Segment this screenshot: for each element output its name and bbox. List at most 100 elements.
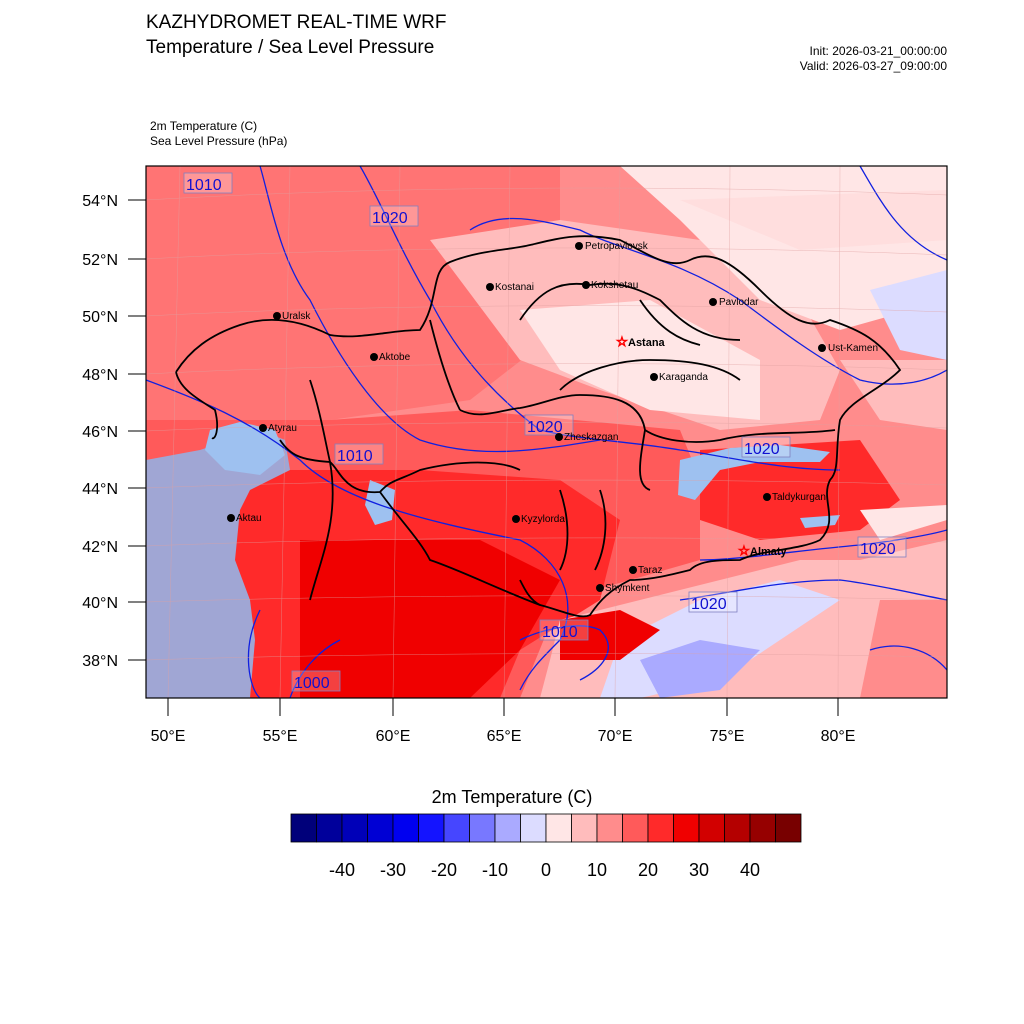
city-dot xyxy=(273,312,281,320)
colorbar-title: 2m Temperature (C) xyxy=(431,787,593,807)
time-info: Init: 2026-03-21_00:00:00 Valid: 2026-03… xyxy=(800,44,947,74)
city-dot xyxy=(486,283,494,291)
city-label: Almaty xyxy=(750,546,788,558)
colorbar xyxy=(290,813,802,843)
init-time: Init: 2026-03-21_00:00:00 xyxy=(809,44,947,58)
city-label: Aktau xyxy=(236,513,262,524)
city-dot xyxy=(512,515,520,523)
colorbar-cell xyxy=(494,813,521,843)
lat-label: 42°N xyxy=(82,539,118,556)
city-dot xyxy=(370,353,378,361)
colorbar-cell xyxy=(341,813,368,843)
city-label: Aktobe xyxy=(379,352,411,363)
city-label: Taldykurgan xyxy=(772,492,826,503)
capital-star-icon: ☆ xyxy=(738,543,750,558)
lon-label: 75°E xyxy=(710,728,745,745)
city-dot xyxy=(227,514,235,522)
isobar-label-group: 1010 1020 1020 1010 1020 1020 1020 1010 … xyxy=(183,172,907,692)
colorbar-cell xyxy=(469,813,496,843)
lat-label: 50°N xyxy=(82,309,118,326)
colorbar-cell xyxy=(596,813,623,843)
isobar-label: 1020 xyxy=(691,596,727,613)
colorbar-cell xyxy=(698,813,725,843)
city-dot xyxy=(818,344,826,352)
lon-label: 65°E xyxy=(487,728,522,745)
colorbar-cell xyxy=(367,813,394,843)
colorbar-label: 0 xyxy=(540,860,552,880)
city-label: Ust-Kamen xyxy=(828,343,878,354)
isobar-label: 1020 xyxy=(527,419,563,436)
isobar-label: 1020 xyxy=(860,541,896,558)
longitude-labels: 50°E 55°E 60°E 65°E 70°E 75°E 80°E xyxy=(151,728,856,745)
city-label: Karaganda xyxy=(659,372,708,383)
colorbar-label: 20 xyxy=(637,860,659,880)
city-dot xyxy=(575,242,583,250)
city-label: Pavlodar xyxy=(719,297,759,308)
isobar-label: 1020 xyxy=(744,441,780,458)
valid-time: Valid: 2026-03-27_09:00:00 xyxy=(799,59,947,73)
variable-info: 2m Temperature (C) Sea Level Pressure (h… xyxy=(150,119,287,149)
colorbar-cell xyxy=(775,813,802,843)
colorbar-label: 30 xyxy=(688,860,710,880)
colorbar-cell xyxy=(316,813,343,843)
city-label: Taraz xyxy=(638,565,662,576)
colorbar-cell xyxy=(392,813,419,843)
city-dot xyxy=(629,566,637,574)
colorbar-cell xyxy=(724,813,751,843)
colorbar-label: -10 xyxy=(481,860,509,880)
isobar-label: 1010 xyxy=(542,624,578,641)
lat-label: 44°N xyxy=(82,481,118,498)
city-label: Petropavlovsk xyxy=(585,241,649,252)
lon-label: 60°E xyxy=(376,728,411,745)
colorbar-label: 40 xyxy=(739,860,761,880)
lat-label: 54°N xyxy=(82,193,118,210)
isobar-label: 1020 xyxy=(372,210,408,227)
colorbar-label: -30 xyxy=(379,860,407,880)
city-label: Atyrau xyxy=(268,423,297,434)
lat-label: 46°N xyxy=(82,424,118,441)
city-dot xyxy=(709,298,717,306)
lat-label: 40°N xyxy=(82,595,118,612)
colorbar-cell xyxy=(749,813,776,843)
colorbar-label: -20 xyxy=(430,860,458,880)
map-subtitle: Temperature / Sea Level Pressure xyxy=(146,37,435,58)
city-label: Astana xyxy=(628,337,666,349)
city-markers: Petropavlovsk Kostanai Kokshetau Pavloda… xyxy=(227,241,878,594)
colorbar-cell xyxy=(622,813,649,843)
map-title: KAZHYDROMET REAL-TIME WRF xyxy=(146,12,447,33)
lon-label: 70°E xyxy=(598,728,633,745)
city-label: Kostanai xyxy=(495,282,534,293)
city-dot xyxy=(259,424,267,432)
lon-label: 55°E xyxy=(263,728,298,745)
city-label: Kyzylorda xyxy=(521,514,565,525)
border-lines xyxy=(175,235,902,618)
capital-star-icon: ☆ xyxy=(616,334,628,349)
city-dot xyxy=(763,493,771,501)
colorbar-cell xyxy=(647,813,674,843)
city-label: Kokshetau xyxy=(591,280,638,291)
isobar-label: 1010 xyxy=(337,448,373,465)
city-label: Uralsk xyxy=(282,311,311,322)
colorbar-cell xyxy=(545,813,572,843)
lat-label: 52°N xyxy=(82,252,118,269)
lat-label: 38°N xyxy=(82,653,118,670)
temperature-variable-label: 2m Temperature (C) xyxy=(150,119,258,133)
isobar-label: 1000 xyxy=(294,675,330,692)
city-label: Zheskazgan xyxy=(564,432,618,443)
map-frame xyxy=(145,165,948,699)
colorbar-cell xyxy=(443,813,470,843)
colorbar-cell xyxy=(520,813,547,843)
city-dot xyxy=(582,281,590,289)
city-dot xyxy=(650,373,658,381)
colorbar-cell xyxy=(418,813,445,843)
latitude-labels: 54°N 52°N 50°N 48°N 46°N 44°N 42°N 40°N … xyxy=(82,193,118,670)
colorbar-cell xyxy=(290,813,317,843)
city-dot xyxy=(555,433,563,441)
city-label: Shymkent xyxy=(605,583,650,594)
pressure-variable-label: Sea Level Pressure (hPa) xyxy=(150,134,288,148)
latitude-ticks xyxy=(128,199,146,661)
lon-label: 80°E xyxy=(821,728,856,745)
lat-label: 48°N xyxy=(82,367,118,384)
isobar-lines xyxy=(146,166,947,698)
colorbar-label: 10 xyxy=(586,860,608,880)
